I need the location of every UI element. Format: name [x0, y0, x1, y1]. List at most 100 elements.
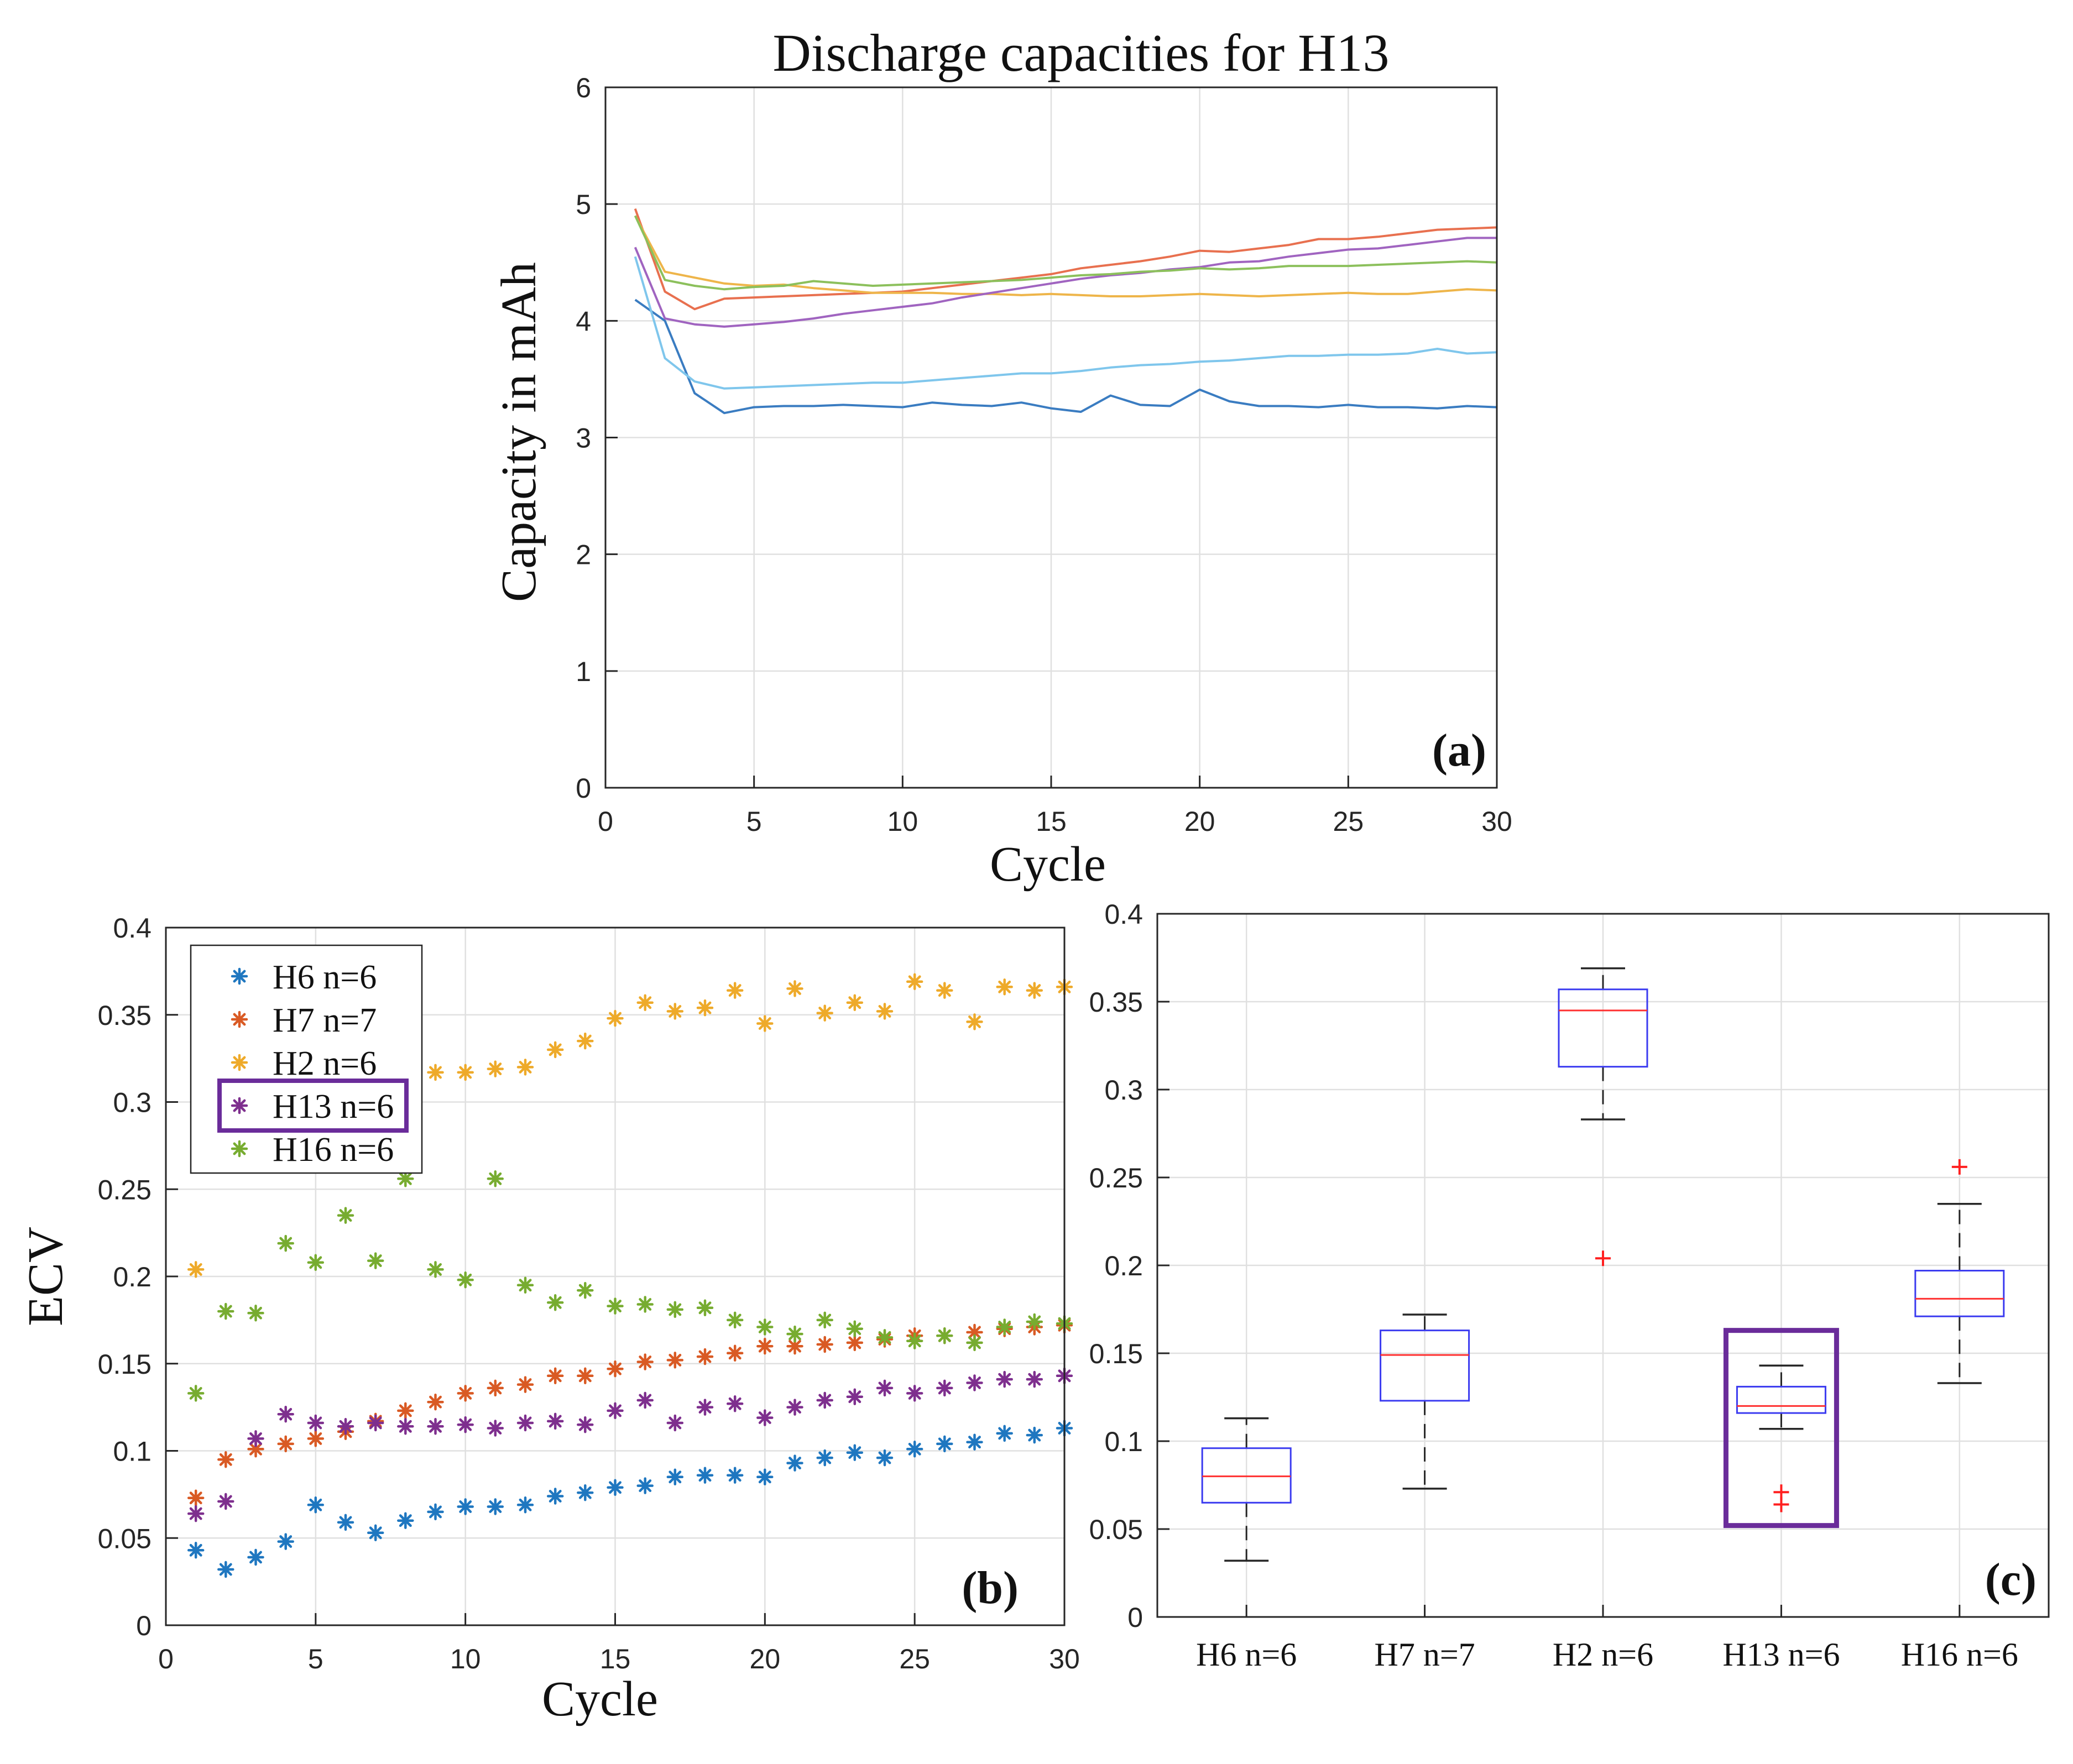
y-tick-label: 1: [576, 656, 591, 687]
panel-a-series: [634, 208, 1497, 415]
data-point: [247, 1441, 264, 1458]
data-point: [577, 1367, 594, 1385]
y-tick-label: 2: [576, 540, 591, 570]
x-tick-label: 0: [598, 806, 613, 837]
data-point: [607, 1009, 624, 1027]
panel-c-label: (c): [1985, 1554, 2037, 1605]
data-point: [397, 1418, 414, 1435]
data-point: [906, 1385, 923, 1402]
legend-marker: [231, 1140, 248, 1158]
y-tick-label: 0.35: [1089, 987, 1143, 1018]
data-point: [756, 1015, 774, 1032]
y-tick-label: 3: [576, 423, 591, 454]
data-point: [397, 1512, 414, 1529]
data-point: [277, 1405, 294, 1423]
y-tick-label: 0.35: [98, 1000, 152, 1031]
data-point: [487, 1170, 504, 1187]
data-point: [876, 1329, 894, 1346]
y-tick-label: 0.15: [98, 1349, 152, 1380]
data-point: [786, 1399, 803, 1416]
data-point: [996, 978, 1013, 996]
data-point: [187, 1261, 205, 1278]
y-tick-label: 0.4: [113, 913, 152, 944]
data-point: [1026, 1426, 1043, 1444]
data-point: [546, 1412, 564, 1430]
series-line: [634, 237, 1497, 328]
data-point: [427, 1503, 444, 1521]
data-point: [546, 1488, 564, 1505]
data-point: [516, 1414, 534, 1432]
data-point: [577, 1484, 594, 1501]
legend-marker: [231, 1011, 248, 1028]
data-point: [1026, 1370, 1043, 1388]
data-point: [636, 994, 654, 1011]
data-point: [457, 1064, 474, 1081]
legend-label: H7 n=7: [273, 1002, 377, 1039]
data-point: [516, 1059, 534, 1076]
x-tick-label: 10: [450, 1643, 481, 1674]
data-point: [636, 1353, 654, 1370]
data-point: [726, 1467, 744, 1484]
data-point: [1026, 982, 1043, 999]
data-point: [666, 1414, 684, 1432]
data-point: [187, 1489, 205, 1506]
data-point: [307, 1496, 325, 1514]
y-tick-label: 0.1: [1104, 1426, 1143, 1457]
x-tick-label: 20: [750, 1643, 781, 1674]
data-point: [487, 1379, 504, 1397]
y-tick-label: 0.15: [1089, 1338, 1143, 1369]
data-point: [816, 1336, 833, 1353]
data-point: [457, 1385, 474, 1402]
data-point: [846, 1334, 864, 1352]
data-point: [696, 1399, 714, 1416]
data-point: [307, 1430, 325, 1447]
legend-label: H13 n=6: [273, 1088, 394, 1126]
data-point: [756, 1468, 774, 1486]
outlier-marker: [1773, 1484, 1789, 1500]
series-line: [634, 215, 1497, 291]
x-tick-label: 10: [887, 806, 918, 837]
data-point: [786, 1337, 803, 1355]
data-point: [966, 1374, 983, 1391]
data-point: [277, 1234, 294, 1252]
data-point: [786, 1454, 803, 1472]
y-tick-label: 0: [136, 1610, 152, 1641]
data-point: [936, 1379, 953, 1397]
data-point: [516, 1496, 534, 1514]
y-tick-label: 5: [576, 189, 591, 220]
data-point: [217, 1493, 234, 1510]
data-point: [726, 982, 744, 999]
iqr-box: [1736, 1385, 1826, 1414]
panel-b-label: (b): [962, 1562, 1019, 1614]
data-point: [816, 1449, 833, 1467]
data-point: [726, 1395, 744, 1412]
data-point: [666, 1352, 684, 1369]
data-point: [996, 1318, 1013, 1336]
data-point: [217, 1302, 234, 1320]
legend-label: H16 n=6: [273, 1131, 394, 1169]
y-tick-label: 0: [1127, 1602, 1143, 1633]
data-point: [307, 1414, 325, 1432]
data-point: [607, 1479, 624, 1496]
data-point: [217, 1451, 234, 1468]
y-tick-label: 0.05: [98, 1523, 152, 1554]
data-point: [337, 1418, 354, 1435]
data-point: [337, 1207, 354, 1224]
data-point: [277, 1435, 294, 1453]
data-point: [726, 1344, 744, 1362]
iqr-box: [1380, 1329, 1470, 1402]
data-point: [487, 1498, 504, 1515]
data-point: [277, 1533, 294, 1550]
data-point: [906, 1441, 923, 1458]
data-point: [906, 973, 923, 991]
panel-b-scatter-chart: 0 5 10 15 20 25 30 0 0.05 0.1 0.15 0.2 0.25 0.3 0.35 0.…: [18, 913, 1080, 1726]
data-point: [247, 1430, 264, 1447]
data-point: [996, 1425, 1013, 1442]
data-point: [607, 1360, 624, 1378]
data-point: [696, 999, 714, 1017]
data-point: [397, 1170, 414, 1187]
data-point: [367, 1524, 384, 1542]
data-point: [307, 1254, 325, 1271]
panel-b-ticks: 0 5 10 15 20 25 30 0 0.05 0.1 0.15 0.2 0.25 0.3 0.35 0.…: [98, 913, 1080, 1674]
